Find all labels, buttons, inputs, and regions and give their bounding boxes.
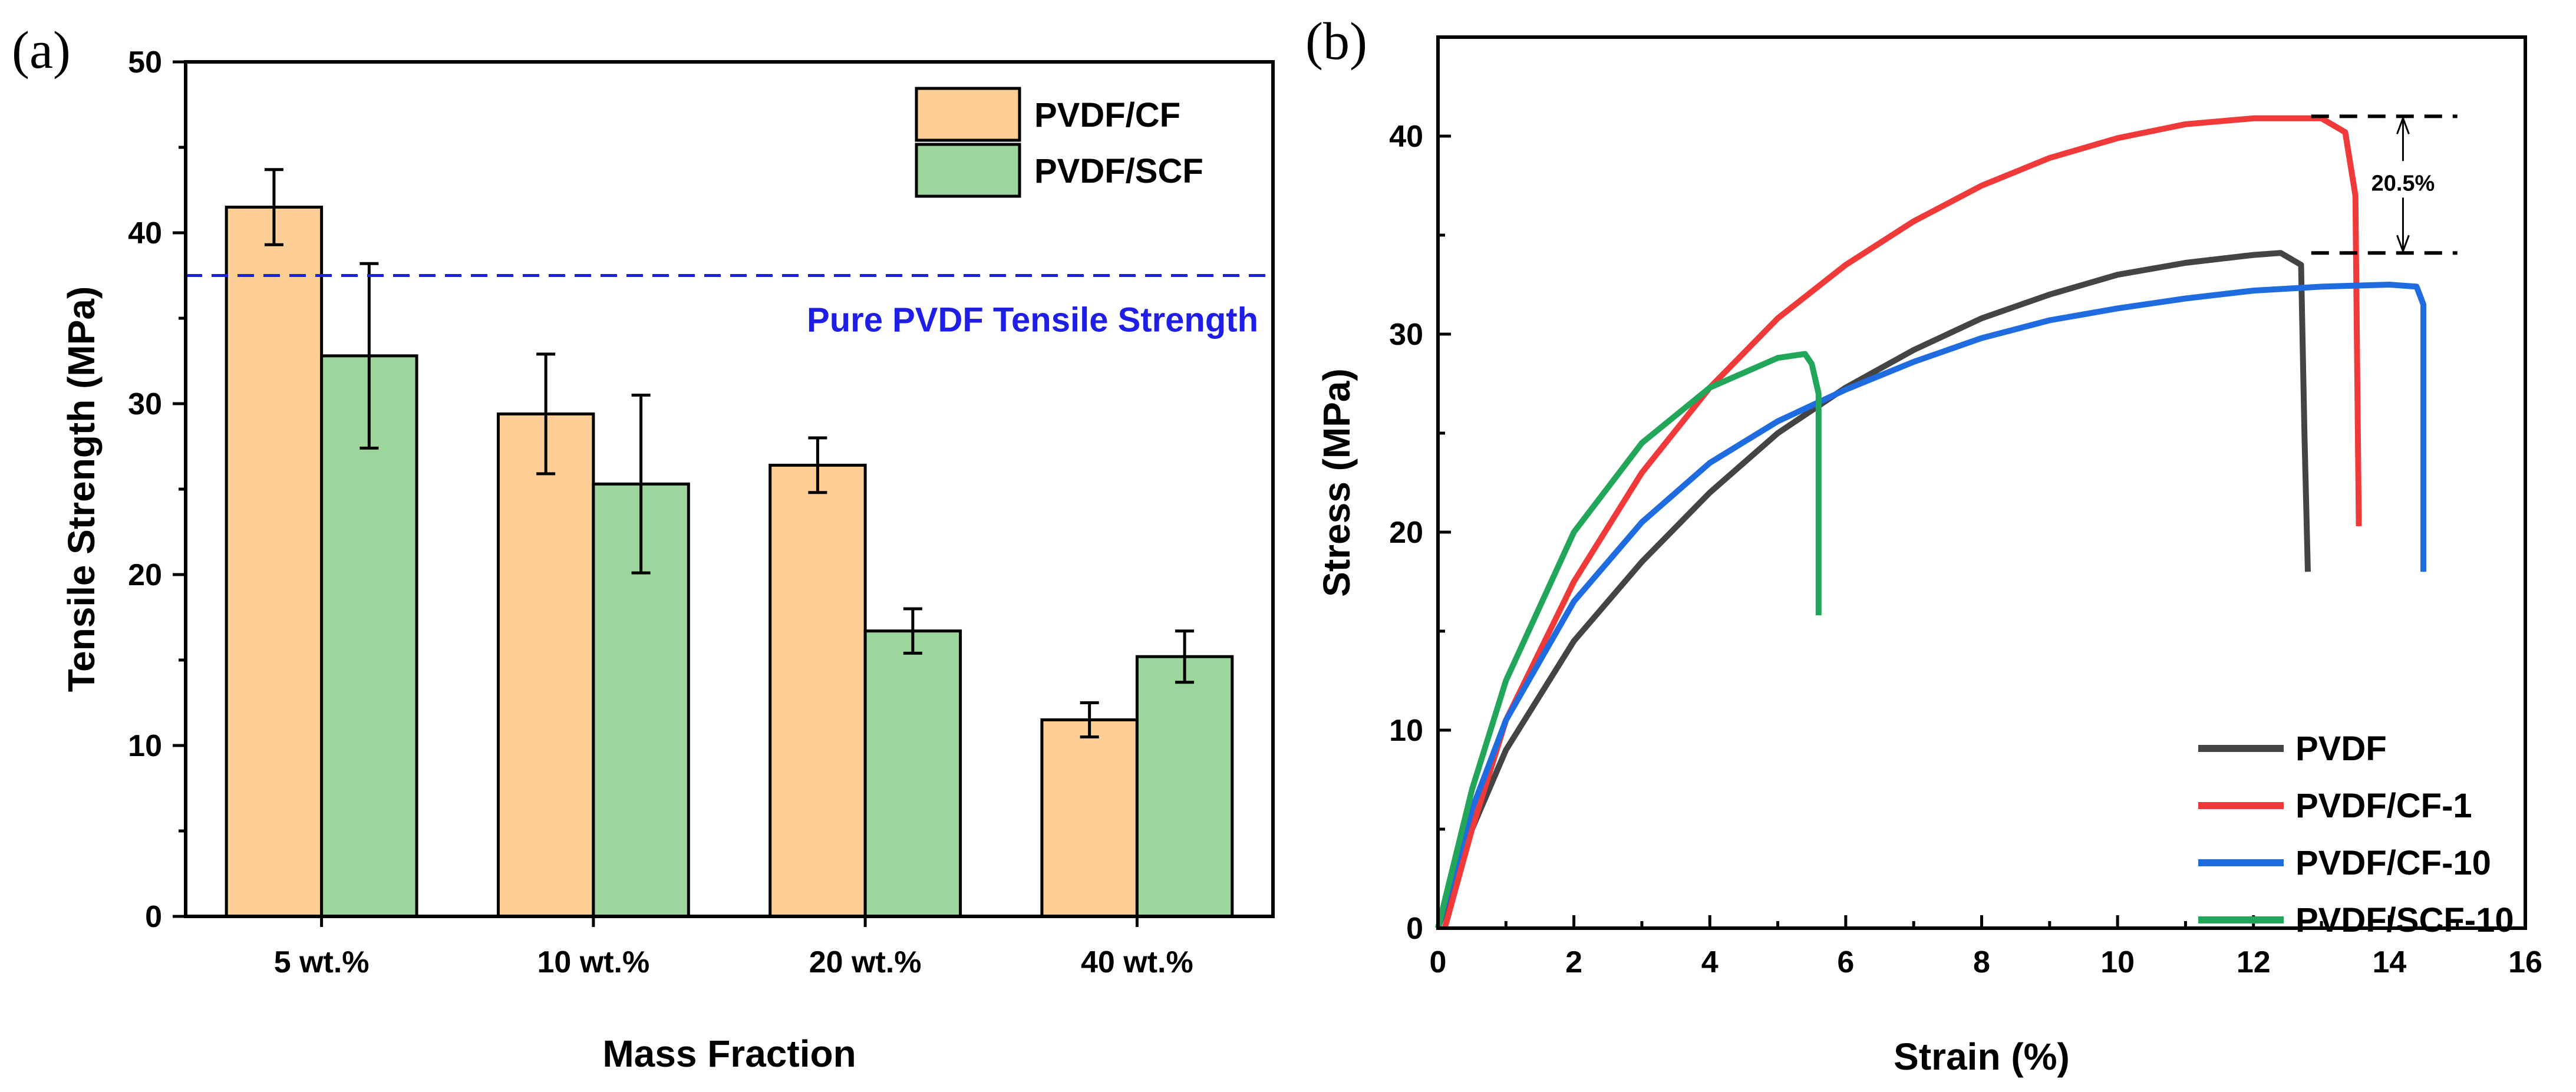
annotation-label: 20.5%: [2371, 171, 2435, 196]
x-tick-label: 14: [2372, 945, 2406, 979]
bar-cf: [225, 206, 324, 918]
bar-cf: [1040, 718, 1139, 918]
x-tick-label: 0: [1430, 945, 1447, 979]
x-axis-label-b: Strain (%): [1894, 1035, 2070, 1078]
panel-a: (a) Mass Fraction Tensile Strength (MPa)…: [12, 21, 1275, 1075]
legend-label: PVDF/CF-1: [2295, 787, 2472, 825]
panel-label-b: (b): [1305, 12, 1367, 71]
x-tick-label: 2: [1565, 945, 1582, 979]
bar-scf: [863, 629, 962, 918]
x-tick-label: 40 wt.%: [1081, 945, 1193, 979]
y-tick-label: 10: [128, 729, 162, 763]
curve-pvdf-cf-10: [1435, 282, 2426, 929]
y-axis-label-a: Tensile Strength (MPa): [60, 286, 103, 692]
legend-label: PVDF/CF: [1034, 96, 1180, 134]
legend-label: PVDF/SCF: [1034, 152, 1203, 190]
y-tick-label: 30: [1389, 318, 1423, 352]
y-tick-label: 50: [128, 45, 162, 80]
legend-label: PVDF: [2295, 730, 2387, 768]
reference-line-label: Pure PVDF Tensile Strength: [807, 301, 1258, 339]
legend-label: PVDF/SCF-10: [2295, 901, 2514, 939]
x-tick-label: 4: [1701, 945, 1719, 979]
x-tick-label: 20 wt.%: [809, 945, 922, 979]
plot-frame: [184, 60, 1275, 918]
annotation-bg: [2376, 161, 2430, 198]
panel-label-a: (a): [12, 21, 71, 80]
x-tick-label: 12: [2237, 945, 2271, 979]
bar-scf: [1135, 655, 1234, 918]
y-axis-label-b: Stress (MPa): [1315, 368, 1358, 597]
y-tick-label: 40: [128, 216, 162, 250]
bar-cf: [768, 463, 867, 918]
y-tick-label: 40: [1389, 120, 1423, 154]
legend-swatch: [915, 87, 1021, 142]
y-tick-label: 20: [1389, 516, 1423, 550]
arrow-head-up-icon: [2396, 116, 2410, 134]
y-tick-label: 10: [1389, 714, 1423, 748]
plot-frame: [1436, 35, 2527, 930]
curve-pvdf: [1435, 250, 2311, 929]
x-axis-label-a: Mass Fraction: [602, 1032, 856, 1075]
bar-cf: [496, 412, 595, 918]
curve-pvdf-scf-10: [1435, 351, 1822, 929]
y-tick-label: 0: [145, 900, 162, 934]
x-tick-label: 10: [2100, 945, 2135, 979]
legend-swatch: [915, 143, 1021, 198]
arrow-head-down-icon: [2396, 235, 2410, 254]
legend-label: PVDF/CF-10: [2295, 844, 2491, 882]
x-tick-label: 8: [1973, 945, 1990, 979]
curve-pvdf-cf-1: [1442, 115, 2362, 929]
panel-b: (b) Strain (%) Stress (MPa) 20.5% 0 2 4 6 8 10…: [1305, 12, 2542, 1078]
y-tick-label: 0: [1406, 912, 1423, 946]
y-tick-label: 20: [128, 558, 162, 592]
x-tick-label: 10 wt.%: [537, 945, 650, 979]
y-tick-label: 30: [128, 387, 162, 421]
x-tick-label: 6: [1837, 945, 1854, 979]
x-tick-label: 5 wt.%: [274, 945, 370, 979]
x-tick-label: 16: [2508, 945, 2542, 979]
